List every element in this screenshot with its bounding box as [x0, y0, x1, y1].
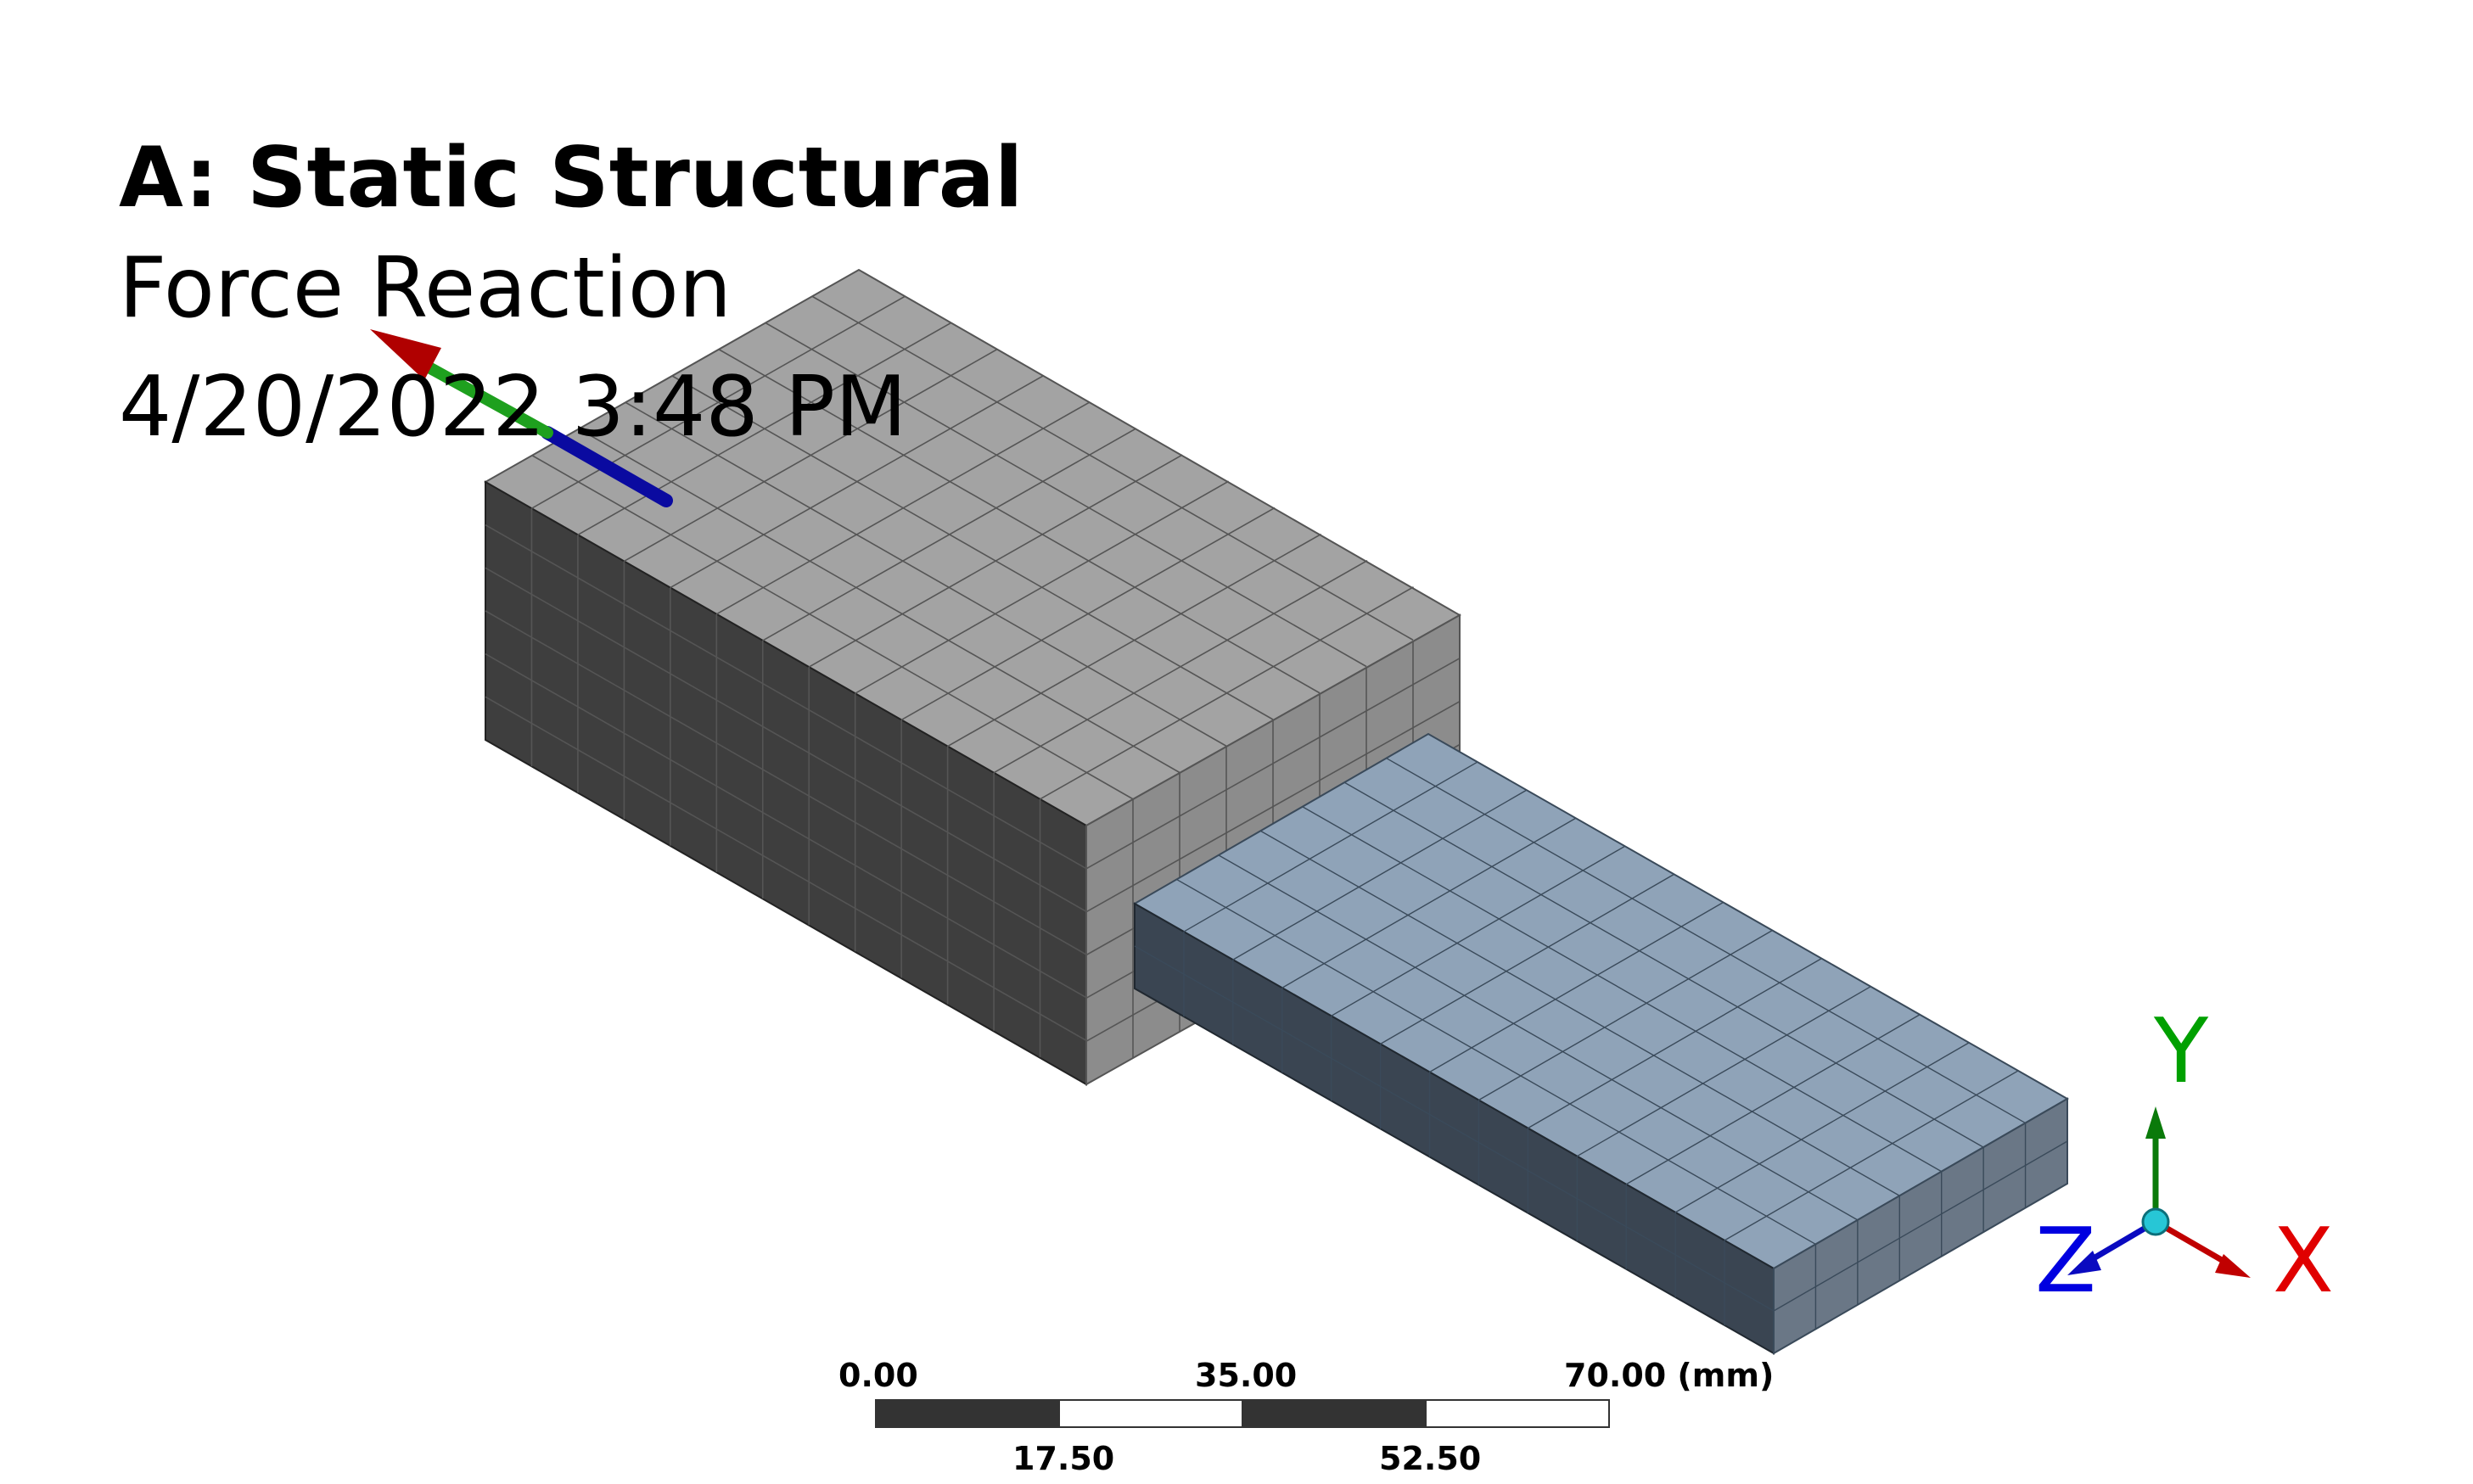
- triad-x-label: X: [2273, 1209, 2334, 1313]
- result-label: Force Reaction: [119, 240, 732, 337]
- result-timestamp: 4/20/2022 3:48 PM: [119, 359, 907, 456]
- scale-label-17-5: 17.50: [1012, 1440, 1114, 1477]
- triad-origin: [2141, 1207, 2170, 1236]
- scale-label-70: 70.00 (mm): [1564, 1357, 1774, 1394]
- scale-label-35: 35.00: [1195, 1357, 1297, 1394]
- triad-x-axis: [2154, 1218, 2234, 1269]
- triad-y-arrowhead: [2145, 1106, 2166, 1139]
- axis-triad[interactable]: Y X Z: [2035, 1000, 2334, 1313]
- result-title-block: A: Static Structural Force Reaction 4/20…: [119, 127, 1023, 467]
- analysis-title: A: Static Structural: [119, 130, 1023, 227]
- scale-bar: 0.00 35.00 70.00 (mm) 17.50 52.50: [838, 1357, 1774, 1477]
- force-reaction-arrow: [370, 329, 673, 507]
- scale-label-52-5: 52.50: [1379, 1440, 1481, 1477]
- scale-label-0: 0.00: [838, 1357, 918, 1394]
- triad-z-label: Z: [2035, 1209, 2096, 1313]
- triad-z-arrowhead: [2067, 1251, 2101, 1275]
- triad-y-label: Y: [2153, 1000, 2209, 1103]
- triad-x-arrowhead: [2215, 1254, 2251, 1278]
- mesh-plate[interactable]: [1132, 732, 2070, 1355]
